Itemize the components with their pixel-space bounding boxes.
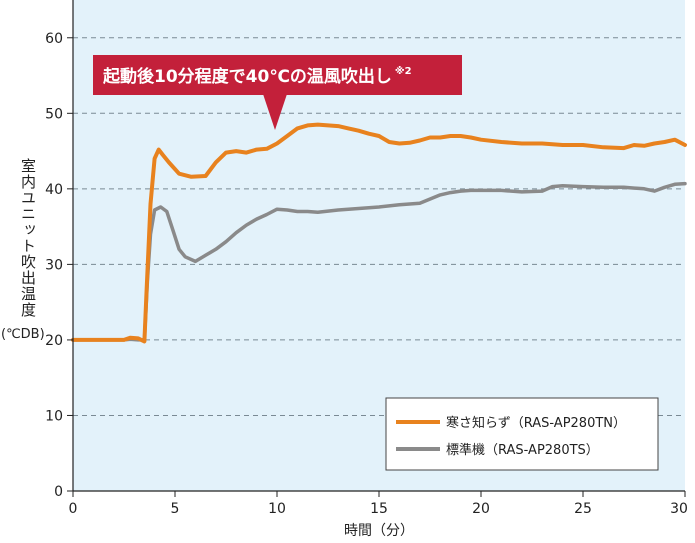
legend-label-1: 標準機（RAS-AP280TS）	[446, 442, 599, 458]
annotation-pointer	[263, 94, 287, 130]
y-tick-label: 10	[45, 408, 63, 424]
annotation-callout: 起動後10分程度で40℃の温風吹出し ※2	[93, 55, 462, 130]
y-tick-label: 30	[45, 257, 63, 273]
ticks-layer: 0 10 20 30 40 50 60 0 5 10 15 20 25 30	[45, 31, 688, 517]
x-axis-title: 時間（分）	[344, 523, 414, 539]
x-tick-label: 5	[171, 501, 180, 517]
legend: 寒さ知らず（RAS-AP280TN） 標準機（RAS-AP280TS）	[385, 397, 659, 471]
legend-label-0: 寒さ知らず（RAS-AP280TN）	[446, 415, 626, 431]
x-tick-label: 25	[574, 501, 592, 517]
annotation-note: ※2	[395, 65, 412, 77]
series-layer	[71, 122, 687, 344]
y-tick-label: 20	[45, 333, 63, 349]
series-line-0	[71, 122, 687, 344]
series-line-1	[71, 181, 687, 342]
annotation-main: 起動後10分程度で40℃の温風吹出し	[102, 66, 392, 87]
y-tick-label: 50	[45, 106, 63, 122]
x-tick-label: 10	[268, 501, 286, 517]
grid-layer	[73, 37, 685, 416]
annotation-text: 起動後10分程度で40℃の温風吹出し ※2	[102, 65, 412, 87]
x-tick-label: 20	[472, 501, 490, 517]
x-tick-label: 0	[69, 501, 78, 517]
y-axis-title: 室内ユニット吹出温度	[19, 158, 37, 318]
x-tick-label: 30	[670, 501, 688, 517]
annotation-box	[93, 55, 462, 95]
x-tick-label: 15	[370, 501, 388, 517]
y-tick-label: 60	[45, 31, 63, 47]
y-tick-label: 40	[45, 182, 63, 198]
legend-box	[385, 397, 659, 471]
y-axis-unit: (℃DB)	[1, 327, 45, 342]
y-tick-label: 0	[54, 484, 63, 500]
